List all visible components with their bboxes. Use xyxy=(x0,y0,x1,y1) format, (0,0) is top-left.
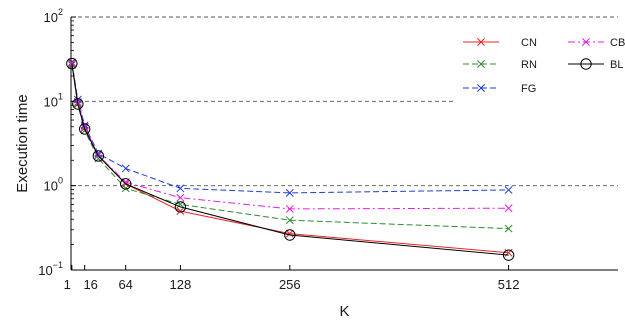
data-point xyxy=(67,59,76,67)
x-tick-label: 16 xyxy=(83,277,97,292)
data-point xyxy=(285,216,294,225)
y-tick-label: 10−1 xyxy=(38,260,63,278)
x-tick-label: 128 xyxy=(170,277,192,292)
data-point xyxy=(502,249,515,261)
legend: CN RN FG CB BL xyxy=(454,30,625,104)
data-point xyxy=(121,164,130,173)
series-layer xyxy=(66,57,515,261)
data-point xyxy=(504,224,513,233)
legend-item-fg: FG xyxy=(463,83,536,95)
data-point xyxy=(176,193,185,202)
legend-item-cn: CN xyxy=(463,37,537,49)
legend-item-bl: BL xyxy=(568,58,623,71)
series-line xyxy=(71,62,509,194)
data-point xyxy=(73,95,82,104)
data-point xyxy=(580,58,592,70)
series-line xyxy=(71,62,509,210)
series-cb xyxy=(67,59,513,213)
data-point xyxy=(477,84,485,92)
data-point xyxy=(284,229,296,241)
series-line xyxy=(71,64,509,230)
x-tick-label: 1 xyxy=(64,277,71,292)
x-tick-label: 64 xyxy=(118,277,132,292)
series-cn xyxy=(67,59,513,257)
data-point xyxy=(66,57,78,70)
series-fg xyxy=(67,58,513,197)
data-point xyxy=(78,123,91,135)
data-point xyxy=(176,207,185,216)
legend-item-rn: RN xyxy=(463,59,537,71)
legend-label: CB xyxy=(610,37,625,49)
data-point xyxy=(285,188,294,197)
y-tick-label: 100 xyxy=(44,176,63,194)
data-point xyxy=(582,38,590,46)
y-tick-label: 102 xyxy=(44,7,63,25)
data-point xyxy=(121,184,130,193)
data-point xyxy=(504,185,513,194)
axes-layer: 10−1 100 101 102 1 16 64 128 256 512 xyxy=(38,7,618,292)
y-axis-label: Execution time xyxy=(14,94,31,192)
legend-label: FG xyxy=(521,83,536,95)
series-line xyxy=(71,63,509,256)
data-point xyxy=(92,150,105,162)
data-point xyxy=(120,178,132,190)
data-point xyxy=(504,204,513,213)
data-point xyxy=(72,98,84,110)
x-tick-label: 256 xyxy=(279,277,301,292)
data-point xyxy=(477,60,485,68)
data-point xyxy=(285,204,294,213)
x-tick-label: 512 xyxy=(498,277,520,292)
series-line xyxy=(71,63,509,254)
data-point xyxy=(285,229,294,238)
series-rn xyxy=(67,61,513,233)
legend-label: RN xyxy=(521,59,537,71)
data-point xyxy=(176,184,185,193)
x-axis-label: K xyxy=(339,303,349,320)
legend-item-cb: CB xyxy=(568,37,625,49)
data-point xyxy=(477,38,485,46)
series-bl xyxy=(66,57,515,261)
legend-label: CN xyxy=(521,37,537,49)
legend-label: BL xyxy=(610,59,623,71)
data-point xyxy=(174,201,187,213)
y-tick-label: 101 xyxy=(44,91,63,109)
